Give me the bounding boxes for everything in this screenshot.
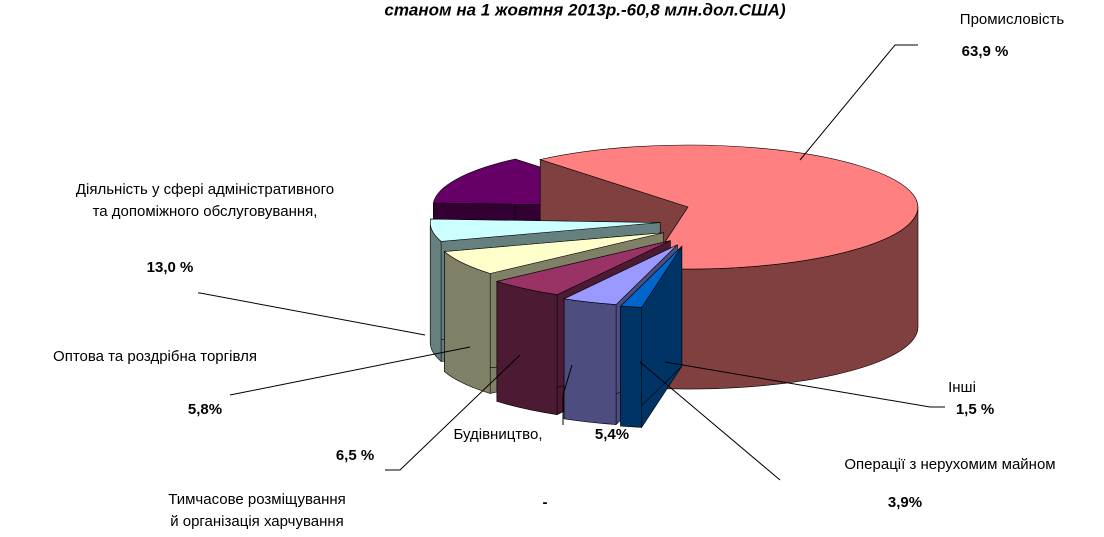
slice-wall [429, 222, 442, 363]
value-label: 6,5 % [336, 447, 374, 464]
slice-wall [444, 250, 491, 394]
annotation: - [543, 494, 548, 511]
slice-wall [620, 305, 642, 428]
category-label: та допоміжного обслуговування, [93, 203, 318, 220]
leader-line [639, 361, 781, 481]
leader-line [799, 44, 918, 161]
category-label: Оптова та роздрібна торгівля [53, 348, 257, 365]
slice-top [539, 144, 919, 270]
slice-top [495, 240, 671, 296]
value-label: 13,0 % [147, 259, 194, 276]
category-label: Будівництво, [453, 426, 542, 443]
value-label: 3,9% [888, 494, 922, 511]
value-label: 5,8% [188, 401, 222, 418]
chart-title: станом на 1 жовтня 2013р.-60,8 млн.дол.С… [384, 0, 786, 19]
leader-line [562, 364, 573, 425]
category-label: Операції з нерухомим майном [844, 456, 1055, 473]
value-label: 63,9 % [962, 43, 1009, 60]
leader-line [229, 346, 471, 396]
value-label: 5,4% [595, 426, 629, 443]
slice-wall [563, 298, 617, 425]
value-label: 1,5 % [956, 401, 994, 418]
leader-line [198, 292, 426, 336]
category-label: Інші [948, 379, 976, 396]
slice-top [563, 244, 678, 305]
slice-top [619, 246, 683, 308]
leader-line [385, 354, 521, 471]
category-label: Промисловість [960, 11, 1065, 28]
leader-line [664, 361, 945, 408]
slice-top [429, 218, 661, 242]
category-label: Діяльність у сфері адміністративного [76, 181, 334, 198]
slice-wall [496, 280, 558, 416]
category-label: Тимчасове розміщування [168, 491, 346, 508]
category-label: й організація харчування [170, 513, 344, 530]
slice-top [443, 232, 664, 274]
